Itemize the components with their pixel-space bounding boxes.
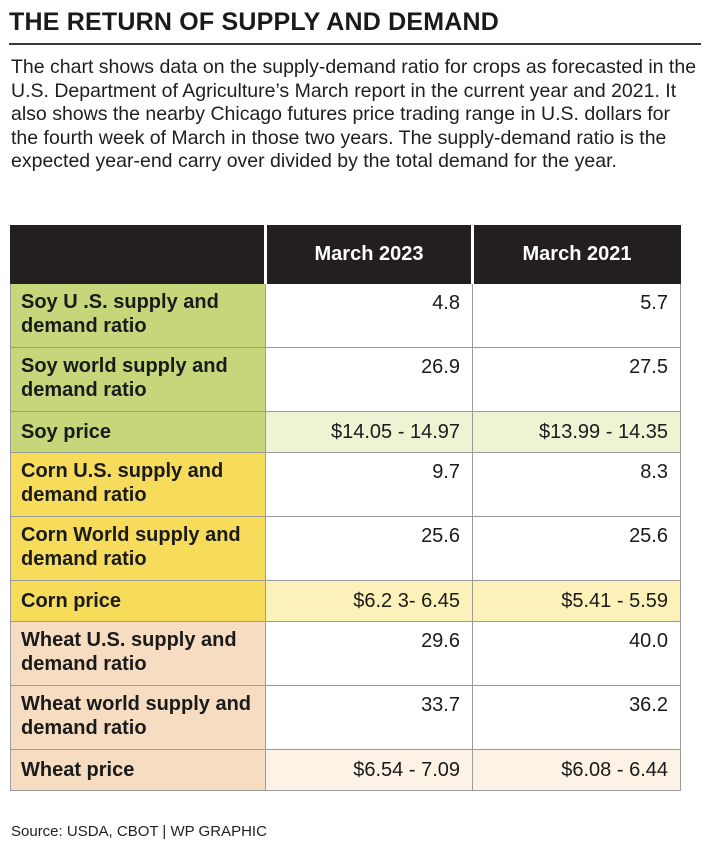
cell-march-2021: $6.08 - 6.44 (472, 749, 681, 791)
row-label: Wheat price (10, 749, 266, 791)
table-row: Soy world supply and demand ratio 26.9 27.… (10, 347, 681, 412)
table-row: Corn U.S. supply and demand ratio 9.7 8.3 (10, 452, 681, 517)
table-row: Soy U .S. supply and demand ratio 4.8 5.7 (10, 283, 681, 348)
cell-march-2021: 27.5 (472, 347, 681, 412)
cell-march-2021: $5.41 - 5.59 (472, 580, 681, 622)
table-row: Wheat U.S. supply and demand ratio 29.6 40… (10, 621, 681, 686)
cell-march-2023: 33.7 (265, 685, 473, 750)
cell-march-2023: 9.7 (265, 452, 473, 517)
row-label: Wheat U.S. supply and demand ratio (10, 621, 266, 686)
row-label: Corn U.S. supply and demand ratio (10, 452, 266, 517)
data-table: March 2023 March 2021 Soy U .S. supply a… (10, 225, 681, 791)
cell-march-2023: $6.54 - 7.09 (265, 749, 473, 791)
cell-march-2021: 8.3 (472, 452, 681, 517)
row-label: Corn price (10, 580, 266, 622)
table-row: Corn price $6.2 3- 6.45 $5.41 - 5.59 (10, 580, 681, 622)
row-label: Corn World supply and demand ratio (10, 516, 266, 581)
source-note: Source: USDA, CBOT | WP GRAPHIC (11, 823, 267, 840)
cell-march-2023: 29.6 (265, 621, 473, 686)
table-row: Corn World supply and demand ratio 25.6 25… (10, 516, 681, 581)
cell-march-2021: 40.0 (472, 621, 681, 686)
row-label: Soy world supply and demand ratio (10, 347, 266, 412)
table-row: Wheat price $6.54 - 7.09 $6.08 - 6.44 (10, 749, 681, 791)
cell-march-2023: $14.05 - 14.97 (265, 411, 473, 453)
cell-march-2021: $13.99 - 14.35 (472, 411, 681, 453)
row-label: Soy U .S. supply and demand ratio (10, 283, 266, 348)
cell-march-2021: 25.6 (472, 516, 681, 581)
chart-description: The chart shows data on the supply-deman… (11, 56, 697, 173)
cell-march-2021: 5.7 (472, 283, 681, 348)
column-header-label (10, 225, 266, 284)
cell-march-2023: $6.2 3- 6.45 (265, 580, 473, 622)
chart-title: THE RETURN OF SUPPLY AND DEMAND (9, 8, 500, 36)
column-header-march-2021: March 2021 (471, 225, 681, 284)
cell-march-2023: 26.9 (265, 347, 473, 412)
column-header-march-2023: March 2023 (264, 225, 473, 284)
table-row: Soy price $14.05 - 14.97 $13.99 - 14.35 (10, 411, 681, 453)
cell-march-2021: 36.2 (472, 685, 681, 750)
row-label: Soy price (10, 411, 266, 453)
table-body: Soy U .S. supply and demand ratio 4.8 5.7 S… (10, 283, 681, 791)
header-row: March 2023 March 2021 (10, 225, 681, 284)
title-divider (9, 43, 701, 45)
cell-march-2023: 25.6 (265, 516, 473, 581)
row-label: Wheat world supply and demand ratio (10, 685, 266, 750)
table-row: Wheat world supply and demand ratio 33.7 3… (10, 685, 681, 750)
cell-march-2023: 4.8 (265, 283, 473, 348)
